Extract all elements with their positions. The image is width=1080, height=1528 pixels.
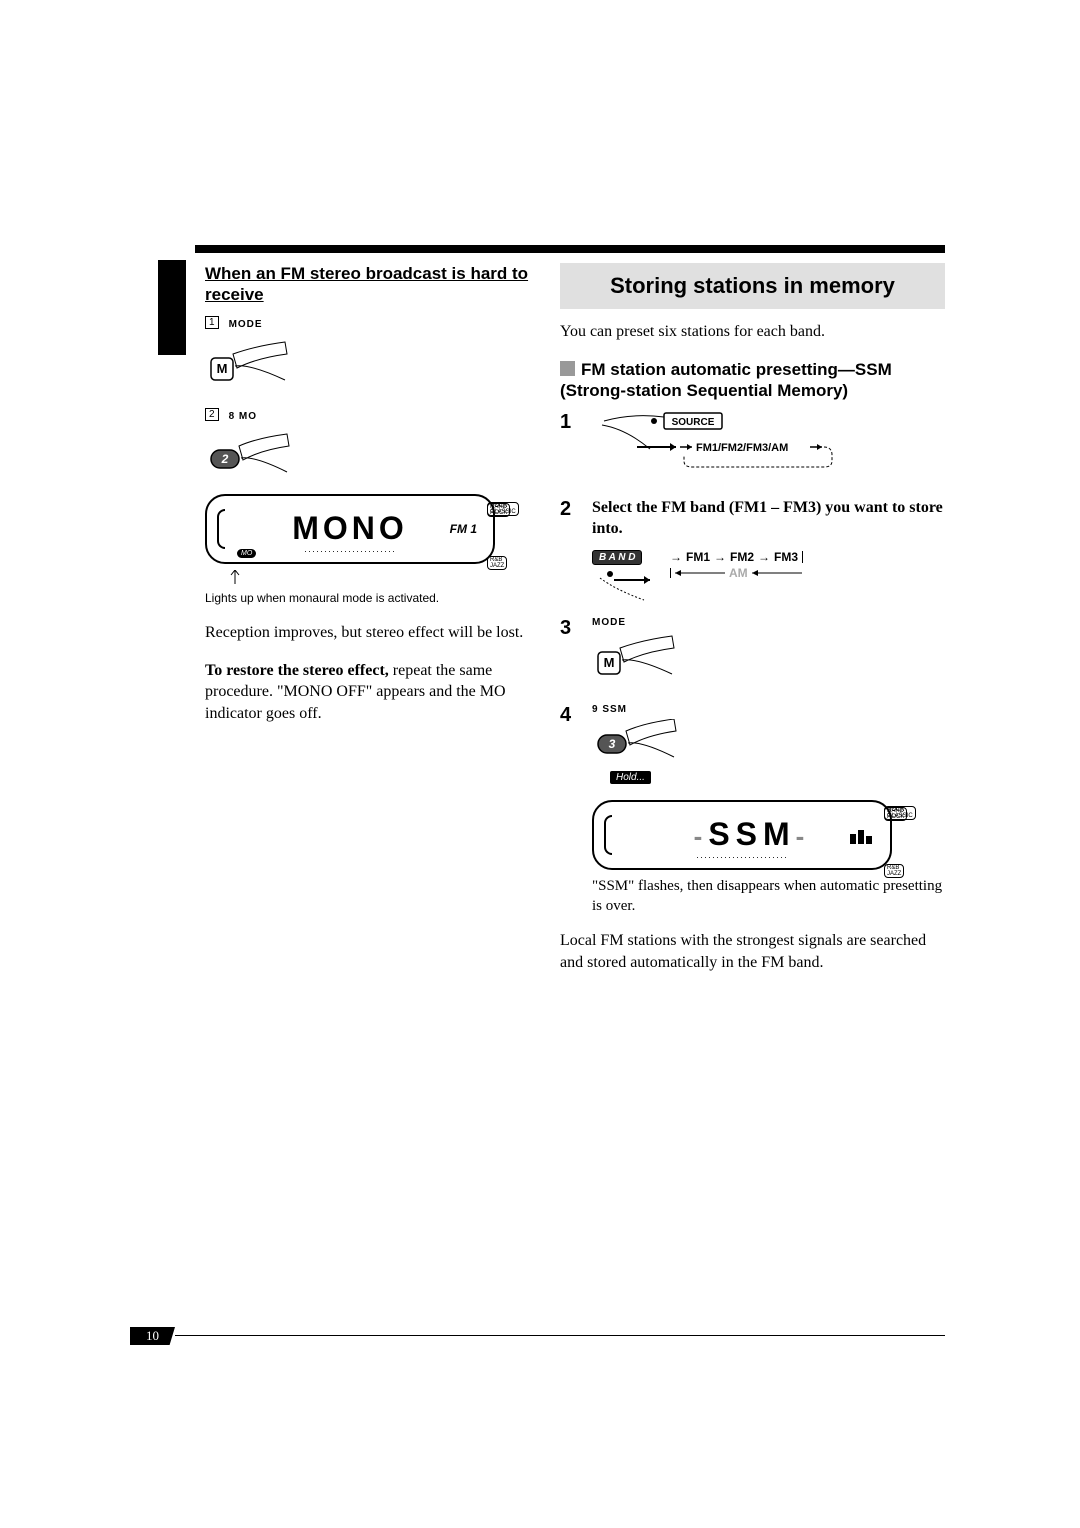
lcd-dots: ······················· (304, 546, 396, 556)
closing-text: Local FM stations with the strongest sig… (560, 930, 945, 973)
hold-label: Hold... (610, 771, 651, 784)
ssm-caption: "SSM" flashes, then disappears when auto… (592, 876, 945, 917)
band-cycle-fm: → FM1→ FM2→ FM3 (670, 550, 803, 564)
left-step-1: 1 MODE (205, 314, 550, 332)
step-number-box: 1 (205, 316, 219, 329)
page-number: 10 (130, 1327, 175, 1345)
lcd-fm-indicator: FM 1 (450, 522, 477, 536)
lcd-bars-icon (850, 830, 872, 844)
source-cycle-diagram: SOURCE FM1/FM2/FM3/AM (592, 411, 892, 481)
left-step-2: 2 8 MO (205, 406, 550, 424)
right-step-4: 4 9 SSM 3 Hold... (560, 704, 945, 917)
section-title: Storing stations in memory (566, 273, 939, 299)
right-step-3: 3 MODE M (560, 617, 945, 692)
reception-text: Reception improves, but stereo effect wi… (205, 622, 550, 644)
lcd-mono-display: MONO FM 1 MO ······················· ROC… (205, 494, 495, 564)
svg-text:M: M (217, 361, 228, 376)
square-bullet-icon (560, 361, 575, 376)
svg-text:2: 2 (221, 452, 229, 466)
lcd-dots: ······················· (696, 852, 788, 862)
step-label: 9 SSM (592, 704, 945, 715)
step-label: MODE (229, 319, 263, 330)
arrow-up-icon (229, 570, 241, 584)
step-number: 2 (560, 498, 571, 520)
lcd-main-text: -SSM- (608, 816, 876, 853)
ssm-button-press: 3 Hold... (592, 719, 682, 794)
lcd-eq-pill: HARD ROCK (884, 807, 907, 821)
restore-text: To restore the stereo effect, repeat the… (205, 660, 550, 725)
manual-page: ENGLISH When an FM stereo broadcast is h… (130, 245, 945, 1295)
right-step-2: 2 Select the FM band (FM1 – FM3) you wan… (560, 498, 945, 605)
right-column: Storing stations in memory You can prese… (560, 263, 945, 973)
top-rule (195, 245, 945, 253)
step-number-box: 2 (205, 408, 219, 421)
page-number-rule (175, 1335, 945, 1336)
right-step-1: 1 SOURCE FM1/FM2/FM3/AM (560, 411, 945, 486)
mode-button-press: M (592, 632, 682, 692)
svg-text:3: 3 (609, 737, 616, 751)
mono-caption: Lights up when monaural mode is activate… (205, 591, 550, 607)
mo-button-press: 2 (205, 430, 295, 490)
step-number: 1 (560, 411, 571, 433)
language-label: ENGLISH (160, 265, 182, 355)
svg-text:FM1/FM2/FM3/AM: FM1/FM2/FM3/AM (696, 442, 788, 454)
lcd-ssm-display: -SSM- ······················· ROCK CLASS… (592, 800, 892, 870)
lcd-mo-indicator: MO (237, 549, 256, 558)
lcd-eq-pill: R&B JAZZ (884, 864, 904, 878)
step-label: 8 MO (229, 411, 257, 422)
left-heading: When an FM stereo broadcast is hard to r… (205, 263, 550, 306)
mode-button-press: M (205, 338, 295, 398)
step-label: MODE (592, 617, 945, 628)
lcd-eq-pill: HARD ROCK (487, 503, 510, 517)
step-2-text: Select the FM band (FM1 – FM3) you want … (592, 498, 945, 540)
lcd-main-text: MONO (221, 510, 479, 547)
band-am-label: AM (729, 566, 748, 580)
left-column: When an FM stereo broadcast is hard to r… (205, 263, 550, 724)
step-number: 3 (560, 617, 571, 639)
svg-text:SOURCE: SOURCE (672, 417, 715, 428)
step-number: 4 (560, 704, 571, 726)
svg-text:M: M (604, 655, 615, 670)
section-title-box: Storing stations in memory (560, 263, 945, 309)
intro-text: You can preset six stations for each ban… (560, 321, 945, 343)
ssm-subheading: FM station automatic presetting—SSM (Str… (560, 359, 945, 402)
lcd-eq-pill: R&B JAZZ (487, 556, 507, 570)
